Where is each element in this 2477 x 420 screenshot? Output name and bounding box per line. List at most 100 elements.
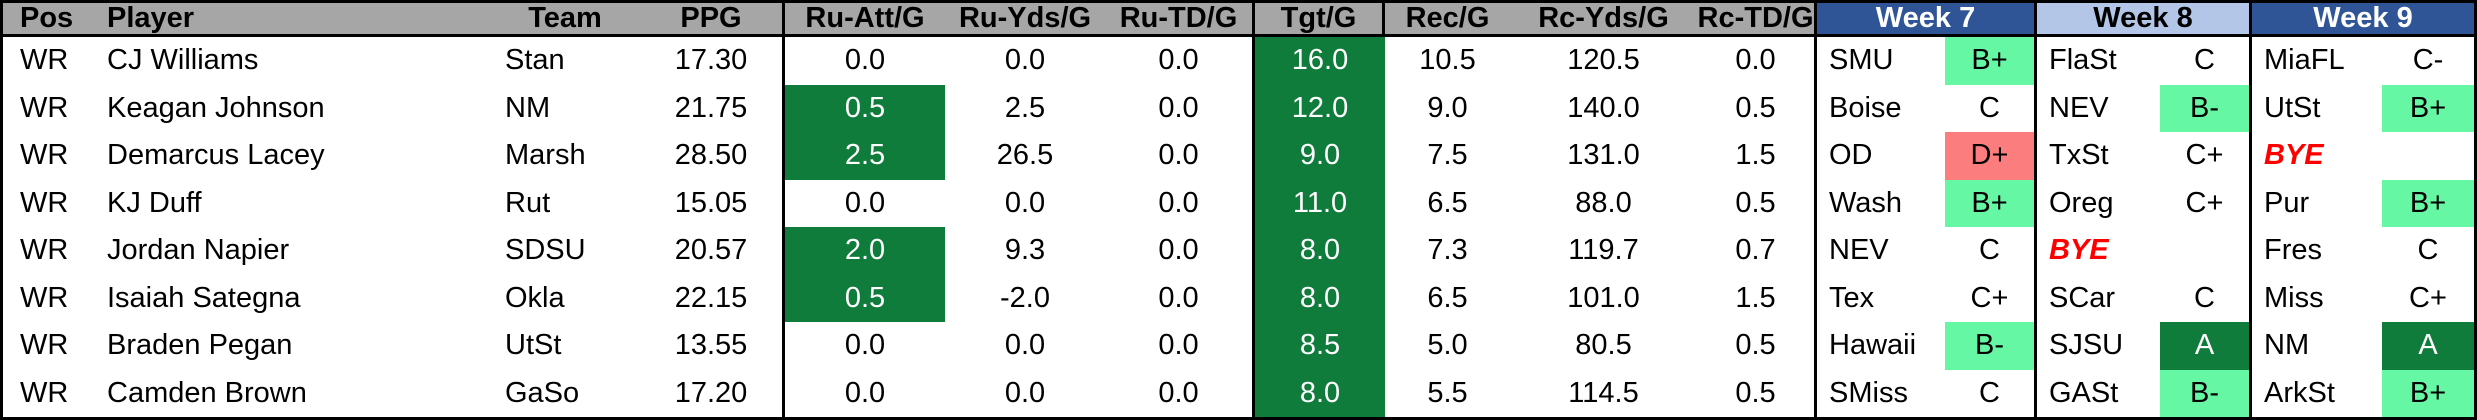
tgt-cell[interactable]: 8.5 (1255, 322, 1385, 370)
week8-opponent-cell[interactable]: TxSt (2049, 139, 2109, 172)
week9-opponent-cell[interactable]: Fres (2264, 234, 2322, 267)
team-cell[interactable]: Rut (505, 186, 551, 219)
rec-cell[interactable]: 6.5 (1427, 281, 1468, 314)
week7-opponent-cell[interactable]: SMU (1829, 44, 1894, 77)
week7-opponent-cell[interactable]: Wash (1829, 186, 1903, 219)
header-player[interactable]: Player (95, 3, 490, 37)
team-cell[interactable]: SDSU (505, 234, 586, 267)
ppg-cell[interactable]: 21.75 (640, 84, 785, 132)
week8-grade-cell[interactable]: A (2160, 322, 2252, 370)
ppg-cell[interactable]: 22.15 (640, 274, 785, 322)
week9-opponent-cell[interactable]: ArkSt (2264, 376, 2335, 409)
ru-td-cell[interactable]: 0.0 (1105, 227, 1255, 275)
ru-yds-cell[interactable]: -2.0 (1000, 281, 1050, 314)
week8-opponent-cell[interactable]: Oreg (2049, 186, 2114, 219)
week7-opponent-cell[interactable]: NEV (1829, 234, 1889, 267)
ru-att-cell[interactable]: 2.0 (785, 227, 945, 275)
pos-cell[interactable]: WR (20, 91, 69, 124)
week9-opponent-cell[interactable]: UtSt (2264, 91, 2321, 124)
team-cell[interactable]: Stan (505, 44, 565, 77)
tgt-cell[interactable]: 16.0 (1255, 37, 1385, 85)
tgt-cell[interactable]: 12.0 (1255, 84, 1385, 132)
week9-grade-cell[interactable]: C (2417, 234, 2439, 267)
week7-opponent-cell[interactable]: Hawaii (1829, 329, 1917, 362)
header-ru-att[interactable]: Ru-Att/G (785, 3, 945, 37)
pos-cell[interactable]: WR (20, 234, 69, 267)
week8-grade-cell[interactable]: C (2160, 37, 2252, 85)
player-cell[interactable]: Keagan Johnson (107, 91, 325, 124)
player-cell[interactable]: Jordan Napier (107, 234, 290, 267)
rec-cell[interactable]: 7.5 (1427, 139, 1468, 172)
ru-yds-cell[interactable]: 0.0 (1004, 329, 1046, 362)
ru-att-cell[interactable]: 0.0 (844, 329, 886, 362)
week7-grade-cell[interactable]: B- (1945, 322, 2037, 370)
week7-opponent-cell[interactable]: SMiss (1829, 376, 1908, 409)
ru-att-cell[interactable]: 0.5 (785, 84, 945, 132)
rc-td-cell[interactable]: 1.5 (1697, 132, 1817, 180)
header-rc-yds[interactable]: Rc-Yds/G (1510, 3, 1697, 37)
player-cell[interactable]: Demarcus Lacey (107, 139, 325, 172)
week8-opponent-cell[interactable]: SJSU (2049, 329, 2124, 362)
ru-td-cell[interactable]: 0.0 (1105, 37, 1255, 85)
ru-yds-cell[interactable]: 0.0 (1004, 44, 1046, 77)
rc-yds-cell[interactable]: 80.5 (1575, 329, 1632, 362)
ru-td-cell[interactable]: 0.0 (1105, 274, 1255, 322)
rc-td-cell[interactable]: 0.7 (1697, 227, 1817, 275)
week9-opponent-cell[interactable]: Miss (2264, 281, 2324, 314)
pos-cell[interactable]: WR (20, 44, 69, 77)
ru-td-cell[interactable]: 0.0 (1105, 369, 1255, 417)
rec-cell[interactable]: 6.5 (1427, 186, 1468, 219)
week7-grade-cell[interactable]: B+ (1945, 37, 2037, 85)
ppg-cell[interactable]: 15.05 (640, 179, 785, 227)
week9-opponent-cell[interactable]: NM (2264, 329, 2310, 362)
week8-grade-cell[interactable]: C+ (2160, 132, 2252, 180)
week8-opponent-cell[interactable]: FlaSt (2049, 44, 2117, 77)
rc-yds-cell[interactable]: 120.5 (1567, 44, 1640, 77)
ru-yds-cell[interactable]: 2.5 (1004, 91, 1046, 124)
week7-opponent-cell[interactable]: Tex (1829, 281, 1875, 314)
ppg-cell[interactable]: 20.57 (640, 227, 785, 275)
pos-cell[interactable]: WR (20, 186, 69, 219)
week8-opponent-cell[interactable]: SCar (2049, 281, 2116, 314)
rc-yds-cell[interactable]: 119.7 (1568, 234, 1639, 267)
header-team[interactable]: Team (490, 3, 640, 37)
pos-cell[interactable]: WR (20, 281, 69, 314)
team-cell[interactable]: Marsh (505, 139, 586, 172)
pos-cell[interactable]: WR (20, 376, 69, 409)
ru-att-cell[interactable]: 0.5 (785, 274, 945, 322)
week8-grade-cell[interactable] (2160, 227, 2252, 275)
rec-cell[interactable]: 5.0 (1427, 329, 1468, 362)
header-ru-td[interactable]: Ru-TD/G (1105, 3, 1255, 37)
ppg-cell[interactable]: 13.55 (640, 322, 785, 370)
header-week7[interactable]: Week 7 (1817, 3, 2037, 37)
team-cell[interactable]: GaSo (505, 376, 580, 409)
rc-td-cell[interactable]: 0.5 (1697, 179, 1817, 227)
ru-td-cell[interactable]: 0.0 (1105, 322, 1255, 370)
week9-opponent-cell[interactable]: Pur (2264, 186, 2310, 219)
player-cell[interactable]: Braden Pegan (107, 329, 293, 362)
team-cell[interactable]: Okla (505, 281, 565, 314)
player-cell[interactable]: Isaiah Sategna (107, 281, 301, 314)
header-rc-td[interactable]: Rc-TD/G (1697, 3, 1817, 37)
week9-grade-cell[interactable]: A (2382, 322, 2474, 370)
rec-cell[interactable]: 5.5 (1427, 376, 1468, 409)
week7-grade-cell[interactable]: C (1945, 227, 2037, 275)
team-cell[interactable]: UtSt (505, 329, 562, 362)
pos-cell[interactable]: WR (20, 139, 69, 172)
ppg-cell[interactable]: 28.50 (640, 132, 785, 180)
player-cell[interactable]: CJ Williams (107, 44, 259, 77)
week9-grade-cell[interactable]: C- (2412, 44, 2444, 77)
rec-cell[interactable]: 9.0 (1427, 91, 1468, 124)
rec-cell[interactable]: 7.3 (1427, 234, 1468, 267)
week9-grade-cell[interactable]: B+ (2382, 179, 2474, 227)
pos-cell[interactable]: WR (20, 329, 69, 362)
rc-yds-cell[interactable]: 131.0 (1567, 139, 1640, 172)
rc-td-cell[interactable]: 0.5 (1697, 84, 1817, 132)
tgt-cell[interactable]: 11.0 (1255, 179, 1385, 227)
header-week9[interactable]: Week 9 (2252, 3, 2474, 37)
tgt-cell[interactable]: 8.0 (1255, 227, 1385, 275)
week7-opponent-cell[interactable]: OD (1829, 139, 1873, 172)
ru-att-cell[interactable]: 0.0 (844, 376, 886, 409)
week9-grade-cell[interactable]: B+ (2382, 369, 2474, 417)
ppg-cell[interactable]: 17.20 (640, 369, 785, 417)
